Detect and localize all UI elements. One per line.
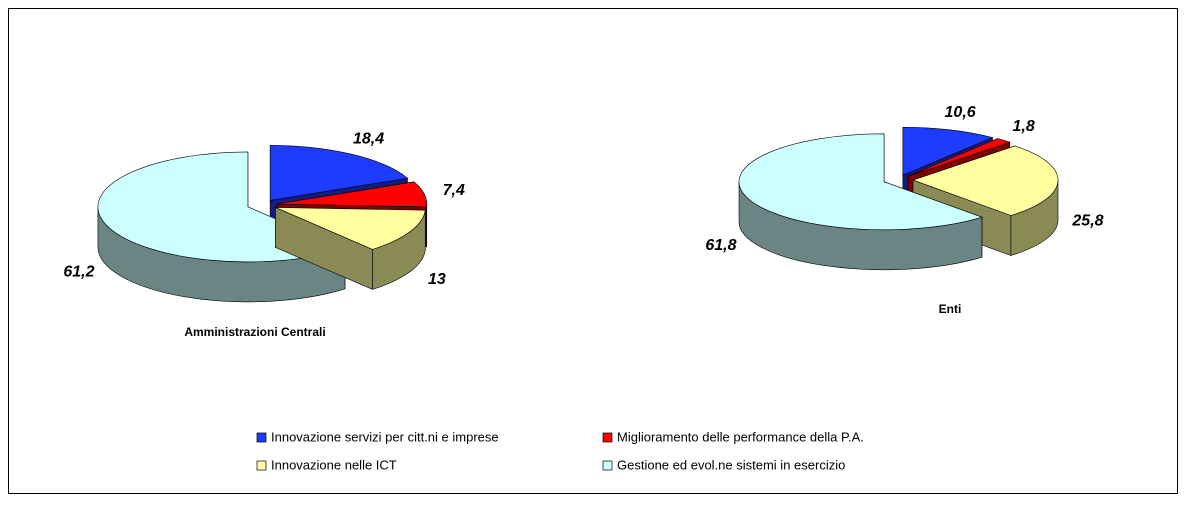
pie-title: Amministrazioni Centrali (184, 325, 325, 339)
legend-swatch (257, 433, 266, 442)
legend-label: Innovazione nelle ICT (271, 457, 397, 472)
value-label: 1,8 (1013, 118, 1035, 135)
value-label: 7,4 (443, 182, 465, 199)
pie-title: Enti (939, 302, 962, 316)
value-label: 18,4 (353, 130, 384, 147)
value-label: 10,6 (945, 104, 976, 121)
legend-label: Miglioramento delle performance della P.… (617, 429, 864, 444)
legend-swatch (257, 461, 266, 470)
value-label: 25,8 (1071, 213, 1103, 230)
legend-swatch (603, 461, 612, 470)
legend-swatch (603, 433, 612, 442)
value-label: 61,2 (63, 263, 94, 280)
value-label: 61,8 (705, 237, 736, 254)
legend-label: Gestione ed evol.ne sistemi in esercizio (617, 457, 845, 472)
legend-label: Innovazione servizi per citt.ni e impres… (271, 429, 499, 444)
value-label: 13 (428, 271, 446, 288)
